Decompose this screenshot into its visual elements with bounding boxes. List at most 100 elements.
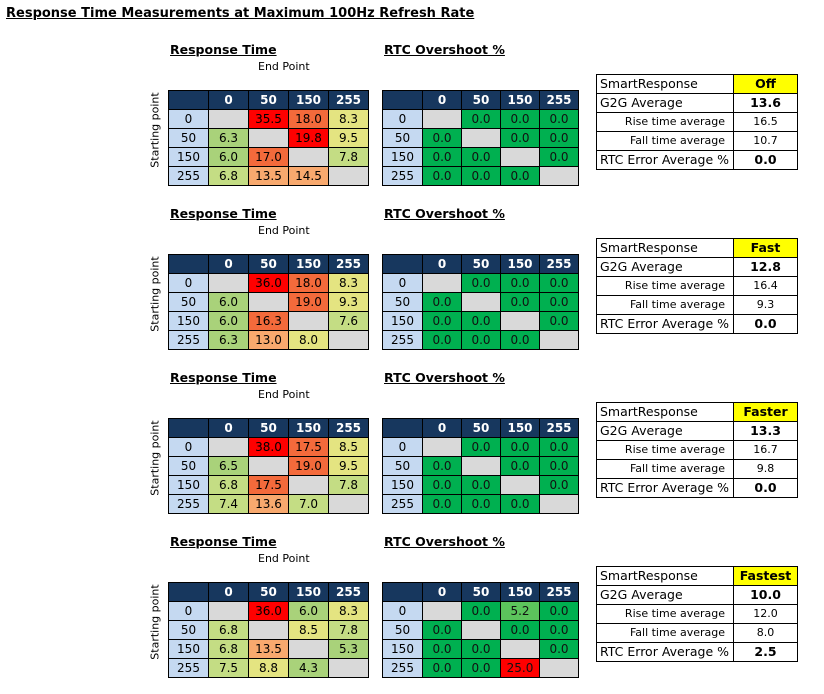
overshoot-cell: 0.0 — [539, 128, 579, 148]
table-row: 150 6.8 13.5 5.3 — [168, 639, 369, 659]
diagonal-cell — [208, 109, 249, 129]
table-corner — [168, 582, 209, 602]
response-time-cell: 5.3 — [328, 639, 369, 659]
rtc-overshoot-table: 0 50 150 255 0 0.0 0.0 0.0 50 0.0 0.0 0.0 150 0.0 0.0 0… — [382, 254, 579, 350]
starting-point-label: Starting point — [148, 584, 162, 660]
diagonal-cell — [248, 620, 289, 640]
overshoot-cell: 0.0 — [461, 475, 501, 495]
rise-time-label: Rise time average — [596, 604, 734, 624]
overshoot-cell: 0.0 — [500, 620, 540, 640]
response-time-cell: 6.8 — [208, 166, 249, 186]
row-header: 255 — [382, 494, 423, 514]
row-header: 255 — [382, 166, 423, 186]
diagonal-cell — [500, 311, 540, 331]
response-time-cell: 9.5 — [328, 128, 369, 148]
response-time-cell: 13.0 — [248, 330, 289, 350]
response-time-cell: 7.6 — [328, 311, 369, 331]
overshoot-cell: 0.0 — [500, 494, 540, 514]
measurement-block: Response Time RTC Overshoot % End Point Sta… — [0, 366, 824, 530]
overshoot-cell: 0.0 — [422, 311, 462, 331]
row-header: 255 — [168, 494, 209, 514]
summary-row: SmartResponse Faster — [596, 402, 798, 422]
diagonal-cell — [461, 620, 501, 640]
column-header: 50 — [461, 582, 501, 602]
smart-response-label: SmartResponse — [596, 566, 734, 586]
overshoot-cell: 5.2 — [500, 601, 540, 621]
overshoot-cell: 0.0 — [500, 292, 540, 312]
overshoot-cell: 0.0 — [422, 128, 462, 148]
overshoot-cell: 0.0 — [461, 109, 501, 129]
overshoot-cell: 0.0 — [500, 330, 540, 350]
smart-response-label: SmartResponse — [596, 74, 734, 94]
diagonal-cell — [328, 330, 369, 350]
diagonal-cell — [500, 639, 540, 659]
overshoot-cell: 0.0 — [422, 147, 462, 167]
table-corner — [168, 90, 209, 110]
response-time-cell: 38.0 — [248, 437, 289, 457]
overshoot-cell: 0.0 — [422, 620, 462, 640]
response-time-cell: 9.3 — [328, 292, 369, 312]
rtc-error-label: RTC Error Average % — [596, 478, 734, 498]
table-row: 150 0.0 0.0 0.0 — [382, 639, 579, 659]
overshoot-cell: 0.0 — [422, 494, 462, 514]
column-header: 50 — [248, 90, 289, 110]
table-row: 50 6.8 8.5 7.8 — [168, 620, 369, 640]
overshoot-cell: 0.0 — [422, 639, 462, 659]
table-row: 50 6.3 19.8 9.5 — [168, 128, 369, 148]
fall-time-label: Fall time average — [596, 295, 734, 315]
response-time-cell: 19.8 — [288, 128, 329, 148]
overshoot-cell: 0.0 — [461, 494, 501, 514]
overshoot-cell: 0.0 — [539, 292, 579, 312]
measurement-block: Response Time RTC Overshoot % End Point Sta… — [0, 530, 824, 694]
smart-response-label: SmartResponse — [596, 402, 734, 422]
response-time-cell: 6.8 — [208, 475, 249, 495]
table-row: 50 0.0 0.0 0.0 — [382, 456, 579, 476]
diagonal-cell — [208, 601, 249, 621]
starting-point-axis: Starting point — [143, 418, 167, 498]
summary-row: RTC Error Average % 0.0 — [596, 150, 798, 170]
response-time-cell: 6.5 — [208, 456, 249, 476]
response-time-cell: 9.5 — [328, 456, 369, 476]
summary-row: Rise time average 16.5 — [596, 112, 798, 132]
response-time-cell: 6.8 — [208, 620, 249, 640]
diagonal-cell — [539, 166, 579, 186]
g2g-average-value: 13.3 — [733, 421, 798, 441]
row-header: 0 — [168, 601, 209, 621]
row-header: 255 — [168, 658, 209, 678]
summary-row: G2G Average 10.0 — [596, 585, 798, 605]
response-time-cell: 19.0 — [288, 292, 329, 312]
response-time-cell: 6.3 — [208, 128, 249, 148]
rise-time-value: 16.5 — [733, 112, 798, 132]
g2g-average-value: 10.0 — [733, 585, 798, 605]
column-header: 150 — [288, 90, 329, 110]
diagonal-cell — [422, 601, 462, 621]
row-header: 150 — [168, 311, 209, 331]
row-header: 0 — [382, 109, 423, 129]
summary-row: SmartResponse Fast — [596, 238, 798, 258]
summary-table: SmartResponse Off G2G Average 13.6 Rise time… — [596, 74, 798, 170]
smart-response-label: SmartResponse — [596, 238, 734, 258]
table-corner — [382, 90, 423, 110]
response-time-cell: 36.0 — [248, 273, 289, 293]
smart-response-mode: Fast — [733, 238, 798, 258]
overshoot-cell: 0.0 — [500, 456, 540, 476]
response-time-cell: 6.0 — [208, 292, 249, 312]
table-row: 0 36.0 18.0 8.3 — [168, 273, 369, 293]
table-row: 0 0.0 0.0 0.0 — [382, 273, 579, 293]
diagonal-cell — [248, 128, 289, 148]
response-time-cell: 14.5 — [288, 166, 329, 186]
column-header: 0 — [422, 418, 462, 438]
response-time-cell: 18.0 — [288, 109, 329, 129]
overshoot-cell: 0.0 — [500, 109, 540, 129]
response-time-cell: 35.5 — [248, 109, 289, 129]
summary-row: RTC Error Average % 2.5 — [596, 642, 798, 662]
diagonal-cell — [461, 292, 501, 312]
summary-row: Fall time average 10.7 — [596, 131, 798, 151]
fall-time-label: Fall time average — [596, 623, 734, 643]
rtc-overshoot-table: 0 50 150 255 0 0.0 5.2 0.0 50 0.0 0.0 0.0 150 0.0 0.0 0… — [382, 582, 579, 678]
table-row: 255 6.3 13.0 8.0 — [168, 330, 369, 350]
rise-time-label: Rise time average — [596, 112, 734, 132]
fall-time-value: 9.8 — [733, 459, 798, 479]
row-header: 50 — [382, 620, 423, 640]
summary-row: G2G Average 13.6 — [596, 93, 798, 113]
